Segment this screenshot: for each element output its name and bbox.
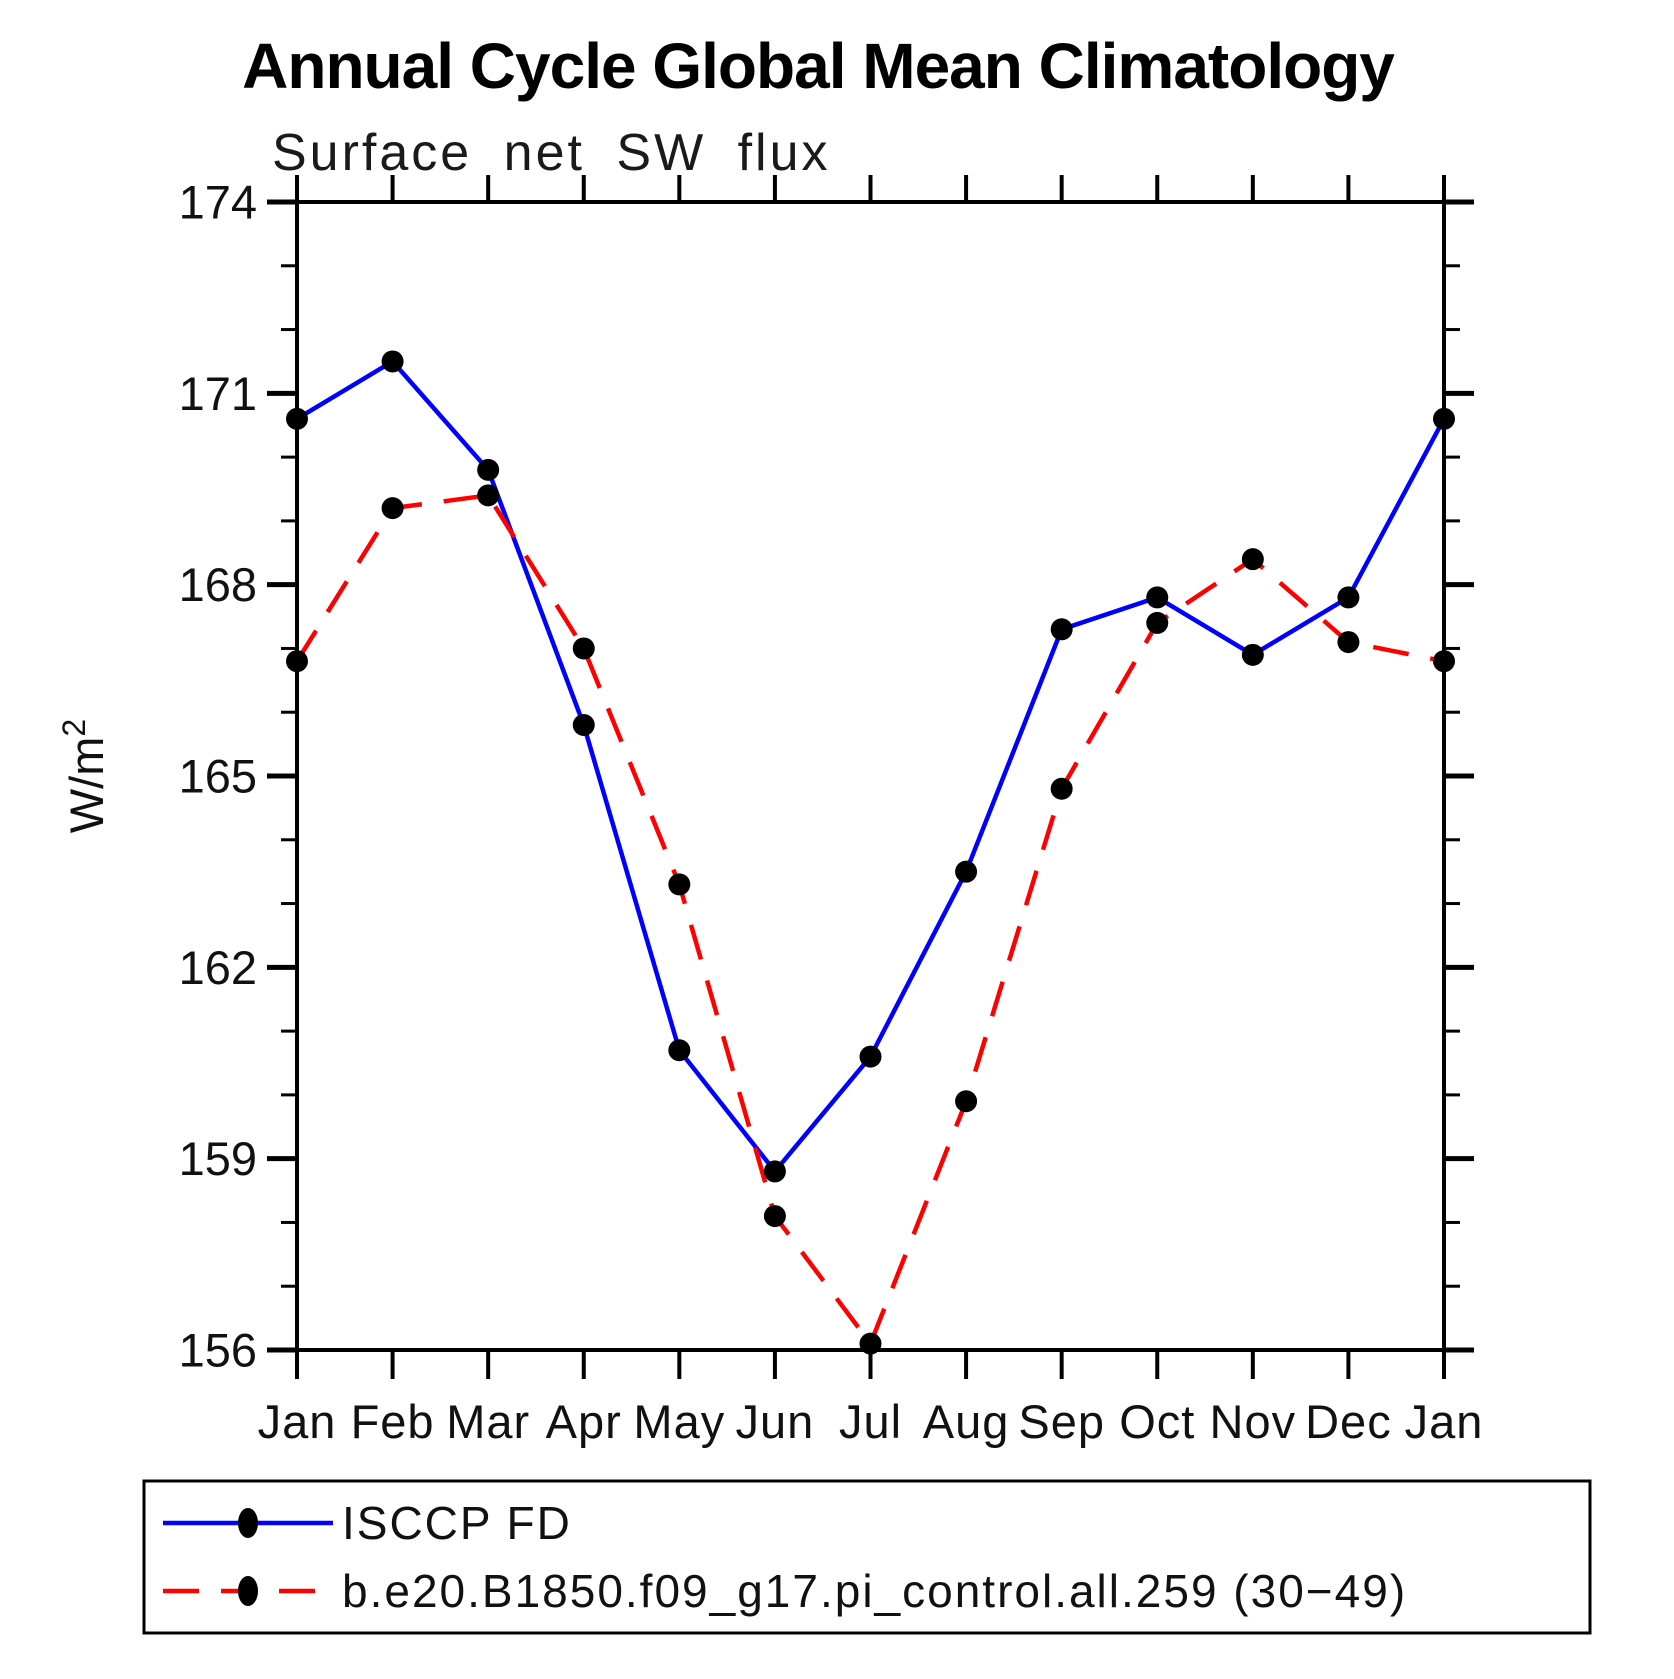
- y-tick-labels: 156 159 162 165 168 171 174: [179, 176, 257, 1377]
- month-label-10: Nov: [1210, 1395, 1297, 1448]
- month-label-0: Jan: [258, 1395, 337, 1448]
- legend-box: [142, 1479, 1592, 1635]
- data-point-s0-2: [477, 458, 500, 481]
- y-tick-label-174: 174: [179, 176, 257, 229]
- legend-label-0: ISCCP FD: [342, 1497, 572, 1549]
- month-label-9: Oct: [1119, 1395, 1195, 1448]
- chart-title: Annual Cycle Global Mean Climatology: [242, 30, 1396, 102]
- month-label-5: Jun: [736, 1395, 815, 1448]
- plot-border: [295, 200, 1446, 1352]
- y-tick-label-165: 165: [179, 750, 257, 803]
- series-line-1: [295, 492, 1445, 1349]
- data-point-s0-11: [1337, 586, 1360, 609]
- data-point-s1-0: [286, 650, 308, 673]
- month-label-11: Dec: [1305, 1395, 1392, 1448]
- data-point-s1-3: [572, 637, 595, 660]
- y-axis-label: W/m2: [56, 719, 113, 833]
- month-label-7: Aug: [923, 1395, 1010, 1448]
- y-tick-label-171: 171: [179, 367, 257, 420]
- data-point-s1-4: [668, 873, 691, 896]
- data-point-s0-9: [1146, 586, 1169, 609]
- data-point-s0-12: [1433, 407, 1455, 430]
- y-tick-label-159: 159: [179, 1132, 257, 1185]
- y-axis-ticks: [267, 199, 1474, 1353]
- data-point-s1-1: [381, 497, 404, 520]
- y-tick-label-162: 162: [179, 941, 257, 994]
- data-point-s1-10: [1241, 548, 1264, 571]
- data-point-s1-6: [859, 1332, 882, 1355]
- data-points: [286, 350, 1455, 1355]
- legend: ISCCP FD b.e20.B1850.f09_g17.pi_control.a…: [142, 1479, 1592, 1635]
- month-label-12: Jan: [1405, 1395, 1484, 1448]
- data-point-s0-8: [1050, 618, 1073, 641]
- data-point-s1-5: [763, 1205, 786, 1228]
- data-point-s0-6: [859, 1045, 882, 1068]
- month-label-1: Feb: [351, 1395, 435, 1448]
- series-lines: [295, 358, 1446, 1349]
- plot-box: [295, 200, 1446, 1352]
- data-point-s0-0: [286, 407, 308, 430]
- chart-title-text: Annual Cycle Global Mean Climatology: [242, 30, 1395, 102]
- y-tick-label-168: 168: [179, 558, 257, 611]
- data-point-s0-7: [955, 860, 978, 883]
- x-tick-labels: Jan Feb Mar Apr May Jun Jul Aug Sep Oct Nov Dec Jan: [258, 1395, 1484, 1448]
- data-point-s1-12: [1433, 650, 1455, 673]
- x-axis-ticks: [295, 175, 1446, 1379]
- data-point-s0-5: [763, 1160, 786, 1183]
- data-point-s1-7: [955, 1090, 978, 1113]
- month-label-8: Sep: [1018, 1395, 1105, 1448]
- month-label-6: Jul: [839, 1395, 902, 1448]
- data-point-s1-2: [477, 484, 500, 507]
- data-point-s0-4: [668, 1039, 691, 1062]
- data-point-s0-3: [572, 713, 595, 736]
- legend-label-1: b.e20.B1850.f09_g17.pi_control.all.259 (…: [342, 1565, 1407, 1617]
- chart-subtitle: Surface net SW flux: [272, 124, 831, 182]
- month-label-3: Apr: [546, 1395, 622, 1448]
- data-point-s1-11: [1337, 631, 1360, 654]
- legend-marker-0: [238, 1508, 258, 1538]
- month-label-4: May: [633, 1395, 725, 1448]
- y-tick-label-156: 156: [179, 1324, 257, 1377]
- data-point-s0-10: [1241, 643, 1264, 666]
- data-point-s1-8: [1050, 777, 1073, 800]
- data-point-s0-1: [381, 350, 404, 373]
- data-point-s1-9: [1146, 611, 1169, 634]
- y-axis-label-text: W/m2: [56, 719, 113, 833]
- chart-subtitle-text: Surface net SW flux: [272, 124, 831, 182]
- legend-marker-1: [238, 1576, 258, 1606]
- month-label-2: Mar: [446, 1395, 530, 1448]
